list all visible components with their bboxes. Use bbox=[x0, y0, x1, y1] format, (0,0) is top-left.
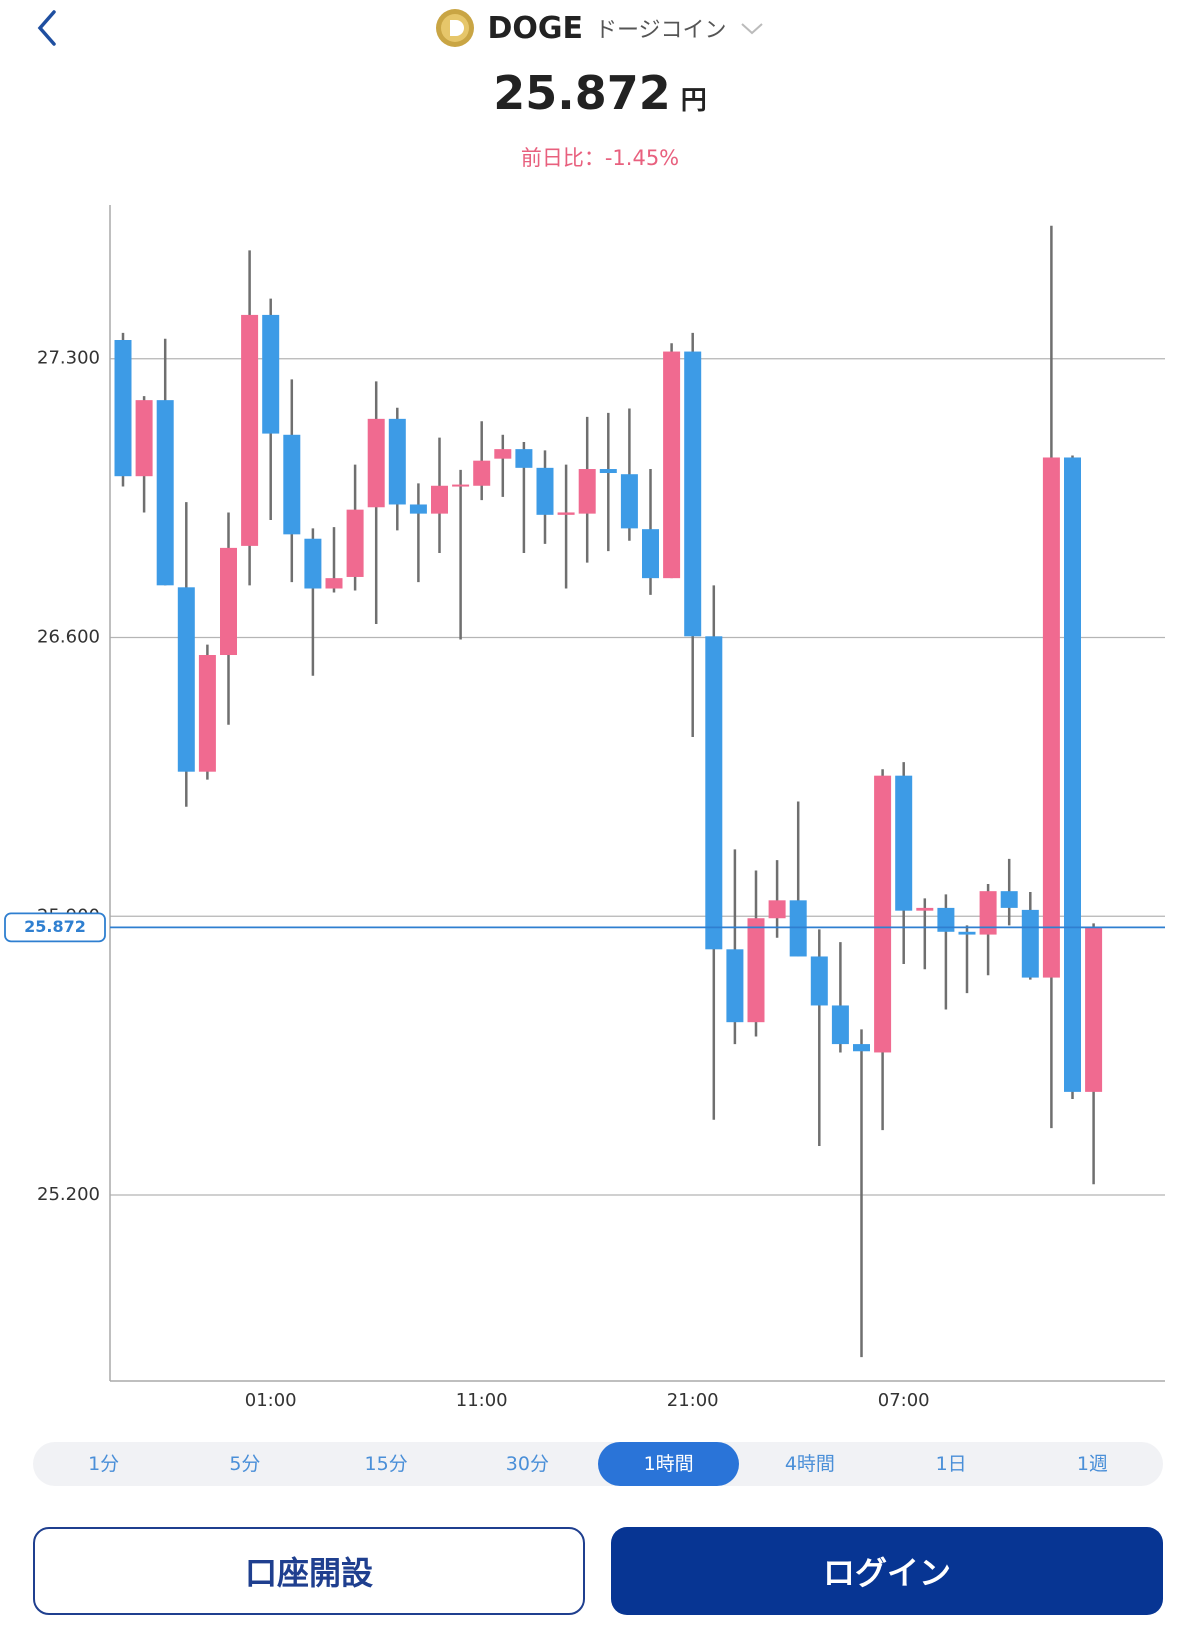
candle-body bbox=[515, 449, 533, 468]
timeframe-tab[interactable]: 1時間 bbox=[598, 1442, 740, 1486]
candle-body bbox=[979, 891, 997, 935]
candle-body bbox=[937, 907, 955, 932]
candle-body bbox=[789, 900, 807, 957]
price: 25.872 bbox=[493, 66, 671, 120]
x-tick-label: 07:00 bbox=[878, 1390, 930, 1411]
current-price-label: 25.872 bbox=[24, 917, 86, 936]
candle-body bbox=[1000, 891, 1018, 908]
y-tick-label: 27.300 bbox=[37, 348, 100, 369]
candle-body bbox=[810, 956, 828, 1006]
timeframe-tab[interactable]: 1週 bbox=[1076, 1453, 1108, 1475]
y-tick-label: 26.600 bbox=[37, 626, 100, 647]
current-price-box bbox=[4, 912, 106, 943]
title-row: DOGE ドージコイン bbox=[0, 4, 1200, 52]
candle-body bbox=[452, 484, 470, 487]
x-tick-label: 11:00 bbox=[456, 1390, 508, 1411]
candle-body bbox=[135, 400, 153, 477]
coin-icon bbox=[436, 9, 475, 47]
candle-body bbox=[431, 485, 448, 514]
candle-body bbox=[747, 918, 765, 1023]
candle-body bbox=[874, 775, 892, 1053]
candle-body bbox=[768, 900, 786, 919]
candle-body bbox=[916, 907, 934, 911]
timeframe-tab[interactable]: 5分 bbox=[229, 1453, 261, 1475]
candle-body bbox=[241, 314, 259, 546]
candle-body bbox=[557, 512, 575, 515]
price-unit: 円 bbox=[680, 86, 707, 116]
x-tick-label: 21:00 bbox=[667, 1390, 719, 1411]
candle-body bbox=[283, 434, 301, 535]
candle-body bbox=[705, 636, 723, 950]
candle-body bbox=[684, 351, 702, 637]
open-account-button[interactable]: 口座開設 bbox=[33, 1527, 585, 1615]
back-button[interactable] bbox=[30, 8, 66, 48]
price-row: 25.872 円 bbox=[0, 66, 1200, 120]
candle-body bbox=[198, 655, 216, 772]
dropdown-chevron[interactable] bbox=[739, 18, 765, 38]
login-button[interactable]: ログイン bbox=[611, 1527, 1163, 1615]
timeframe-tab[interactable]: 1日 bbox=[935, 1453, 967, 1475]
candle-body bbox=[409, 504, 427, 514]
y-tick-label: 25.200 bbox=[37, 1184, 100, 1205]
change: 前日比：-1.45% bbox=[520, 146, 680, 170]
candle-body bbox=[494, 449, 512, 459]
candle-body bbox=[958, 931, 976, 935]
candle-body bbox=[156, 400, 174, 586]
candle-body bbox=[304, 538, 322, 589]
candle-body bbox=[177, 587, 195, 772]
candle-body bbox=[473, 460, 491, 486]
candle-body bbox=[578, 469, 596, 514]
candle-body bbox=[1064, 457, 1081, 1092]
candle-body bbox=[895, 775, 913, 911]
candle-body bbox=[853, 1044, 870, 1052]
candle-body bbox=[536, 467, 554, 515]
timeframe-tab[interactable]: 30分 bbox=[505, 1453, 549, 1475]
candle-body bbox=[367, 418, 385, 508]
timeframe-tab[interactable]: 4時間 bbox=[784, 1453, 835, 1475]
chart: 25.20025.90026.60027.30001:0011:0021:000… bbox=[4, 205, 1165, 1411]
candle-body bbox=[114, 340, 132, 477]
candle-body bbox=[620, 474, 638, 529]
x-tick-label: 01:00 bbox=[245, 1390, 297, 1411]
symbol: DOGE bbox=[487, 10, 583, 46]
candle-body bbox=[831, 1005, 849, 1045]
candle-body bbox=[262, 314, 280, 434]
candle-body bbox=[388, 418, 406, 505]
candle-body bbox=[1085, 927, 1103, 1092]
timeframe-tab[interactable]: 1分 bbox=[88, 1453, 120, 1475]
timeframe-tabs: 1分 5分 15分 30分 1時間 4時間 1日 1週 bbox=[33, 1442, 1163, 1486]
candle-body bbox=[1042, 457, 1060, 978]
candle-body bbox=[220, 547, 237, 656]
candle-body bbox=[726, 949, 744, 1023]
candle-body bbox=[663, 351, 681, 579]
candle-body bbox=[325, 578, 343, 589]
candle-body bbox=[642, 529, 659, 579]
timeframe-tab[interactable]: 15分 bbox=[364, 1453, 408, 1475]
coin-name: ドージコイン bbox=[594, 18, 727, 43]
candle-body bbox=[346, 509, 364, 577]
candle-body bbox=[1021, 909, 1039, 978]
candle-body bbox=[599, 469, 617, 474]
